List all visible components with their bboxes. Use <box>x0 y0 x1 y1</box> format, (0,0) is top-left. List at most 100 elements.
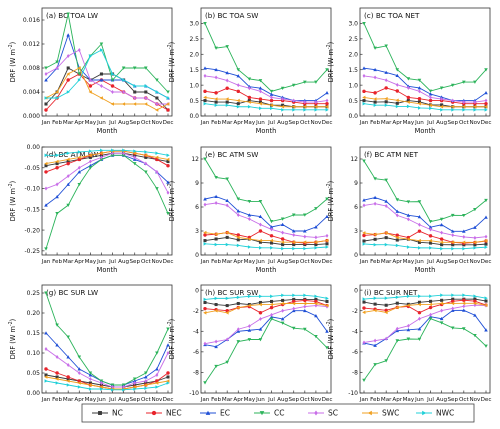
data-point-nc <box>384 303 388 307</box>
x-tick-label: Mar <box>63 397 74 403</box>
data-point-sc <box>225 337 229 342</box>
data-point-nwc <box>325 108 329 112</box>
data-point-sc <box>236 327 240 332</box>
panel-title: (i) BC SUR NET <box>364 288 418 297</box>
y-axis-label-exp: -2 <box>167 321 173 326</box>
data-point-sc <box>303 100 307 105</box>
data-point-swc <box>77 66 81 70</box>
legend-marker-nc <box>98 411 102 415</box>
data-point-swc <box>55 377 59 381</box>
series-line-swc <box>204 303 328 314</box>
data-point-cc <box>110 153 115 158</box>
data-point-nc <box>166 160 170 164</box>
x-tick-label: Sep <box>288 397 299 403</box>
data-point-nec <box>258 97 263 101</box>
data-point-sc <box>429 312 432 317</box>
data-point-ec <box>66 33 70 37</box>
x-tick-label: Dec <box>163 259 174 265</box>
y-axis-label-close: ) <box>9 42 17 45</box>
data-point-swc <box>406 237 410 241</box>
y-tick-label: 3.0 <box>189 21 199 28</box>
x-tick-label: Oct <box>141 120 151 126</box>
y-axis-label-main: DRF (W m <box>327 49 335 82</box>
data-point-sc <box>214 201 218 205</box>
data-point-nwc <box>484 245 488 249</box>
data-point-nwc <box>44 153 48 158</box>
x-tick-label: May <box>244 259 256 265</box>
data-point-nc <box>88 381 92 385</box>
data-point-sc <box>314 303 318 308</box>
data-point-nwc <box>77 150 82 154</box>
x-tick-label: Nov <box>151 397 163 403</box>
data-point-nc <box>373 100 377 104</box>
data-point-nwc <box>325 296 329 301</box>
data-point-nc <box>214 237 218 241</box>
y-axis-label-main: DRF (W m <box>9 188 17 221</box>
x-axis-label: Month <box>415 266 436 274</box>
chart-panel-2: (b) BC TOA SW 0.0 0.5 1.0 1.5 2.0 2.5 3.0 Jan Feb… <box>167 7 332 135</box>
data-point-sc <box>166 190 170 195</box>
chart-panel-3: (c) BC TOA NET 0.0 0.5 1.0 1.5 2.0 2.5 3.0 Jan Fe… <box>326 7 491 135</box>
y-tick-label: -8 <box>352 370 358 377</box>
x-tick-label: Oct <box>459 120 469 126</box>
series-line-swc <box>363 232 487 243</box>
data-point-swc <box>325 303 329 308</box>
data-point-ec <box>325 329 329 333</box>
data-point-nwc <box>236 243 241 248</box>
data-point-nwc <box>429 246 433 250</box>
y-axis-label: DRF (W m-2) <box>326 319 335 360</box>
data-point-nec <box>269 234 274 238</box>
data-point-nec <box>384 86 388 90</box>
data-point-nwc <box>111 148 115 153</box>
x-tick-label: Aug <box>277 397 288 403</box>
data-point-cc <box>484 198 488 203</box>
data-point-sc <box>473 235 477 240</box>
data-point-cc <box>439 86 444 90</box>
panel-title: (g) BC SUR LW <box>46 288 98 297</box>
data-point-nwc <box>281 246 285 251</box>
data-point-swc <box>236 98 240 103</box>
data-point-nwc <box>166 96 170 100</box>
legend-label-swc: SWC <box>382 409 399 418</box>
data-point-sc <box>384 336 388 341</box>
data-point-nc <box>395 301 399 305</box>
data-point-nwc <box>88 149 93 153</box>
data-point-nc <box>417 300 421 304</box>
data-point-nwc <box>155 90 159 94</box>
data-point-nwc <box>55 381 59 385</box>
data-point-sc <box>418 89 421 94</box>
series-line-swc <box>204 232 328 243</box>
series-line-sc <box>45 49 168 105</box>
data-point-nc <box>440 103 444 107</box>
x-tick-label: May <box>85 259 97 265</box>
data-point-ec <box>395 73 400 78</box>
data-point-swc <box>373 97 377 101</box>
legend-marker-ec <box>205 410 211 415</box>
data-point-cc <box>303 80 307 84</box>
data-point-nwc <box>303 246 307 251</box>
data-point-sc <box>303 304 307 309</box>
series-line-cc <box>363 23 487 92</box>
data-point-swc <box>44 161 48 166</box>
data-point-nc <box>236 102 240 106</box>
series-line-cc <box>45 292 169 386</box>
data-point-nec <box>428 305 433 310</box>
x-tick-label: Apr <box>233 397 243 403</box>
data-point-swc <box>384 231 388 235</box>
data-point-nc <box>281 298 285 302</box>
data-point-ec <box>428 225 433 229</box>
data-point-nwc <box>214 242 218 247</box>
data-point-nc <box>281 243 285 247</box>
data-point-cc <box>362 159 366 163</box>
data-point-nc <box>451 297 455 301</box>
data-point-swc <box>166 379 170 383</box>
y-axis-label: DRF (W m-2) <box>167 181 176 222</box>
data-point-nc <box>270 299 274 303</box>
data-point-nc <box>429 241 433 245</box>
data-point-nc <box>247 99 251 103</box>
data-point-cc <box>314 80 318 84</box>
x-tick-label: Nov <box>469 259 481 265</box>
data-point-sc <box>133 381 137 385</box>
data-point-nc <box>384 236 388 240</box>
data-point-nc <box>362 99 366 103</box>
